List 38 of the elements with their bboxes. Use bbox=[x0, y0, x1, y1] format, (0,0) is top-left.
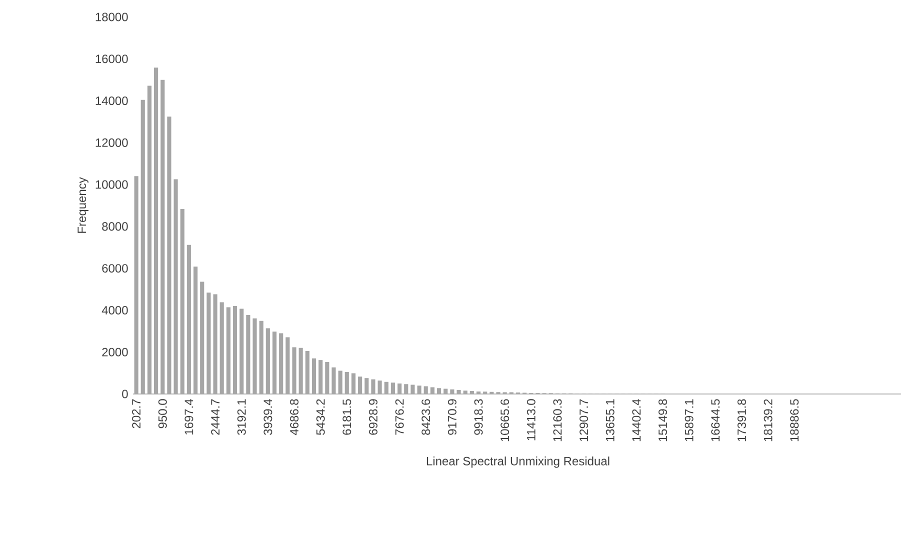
x-tick-label: 11413.0 bbox=[526, 399, 536, 440]
x-tick-label: 9918.3 bbox=[474, 399, 483, 435]
y-tick-label: 18000 bbox=[96, 12, 128, 22]
x-tick-label: 9170.9 bbox=[448, 399, 456, 435]
x-tick-label: 3192.1 bbox=[237, 399, 246, 435]
y-tick-label: 4000 bbox=[102, 306, 128, 314]
x-tick-label: 8423.6 bbox=[422, 399, 430, 435]
x-tick-label: 15149.8 bbox=[658, 399, 668, 442]
x-tick-label: 12160.3 bbox=[553, 399, 562, 442]
y-tick-label: 8000 bbox=[102, 222, 128, 231]
y-tick-label: 16000 bbox=[96, 54, 128, 64]
x-tick-label: 4686.8 bbox=[290, 399, 298, 436]
x-axis-title: Linear Spectral Unmixing Residual bbox=[426, 456, 610, 468]
x-tick-label: 950.0 bbox=[158, 399, 167, 428]
x-tick-label: 2444.7 bbox=[211, 399, 220, 435]
y-tick-label: 6000 bbox=[102, 264, 128, 273]
x-tick-label: 6181.5 bbox=[342, 399, 352, 435]
y-tick-label: 14000 bbox=[96, 96, 128, 106]
x-tick-label: 13655.1 bbox=[606, 399, 614, 442]
x-tick-label: 202.7 bbox=[132, 399, 141, 428]
x-tick-label: 17391.8 bbox=[738, 399, 746, 442]
y-tick-label: 2000 bbox=[102, 348, 128, 356]
x-tick-label: 10665.6 bbox=[500, 399, 510, 442]
x-tick-label: 18886.5 bbox=[790, 399, 799, 442]
x-tick-label: 12907.7 bbox=[580, 399, 588, 442]
y-tick-label: 12000 bbox=[96, 138, 128, 147]
x-tick-label: 15897.1 bbox=[684, 399, 694, 442]
x-tick-label: 6928.9 bbox=[368, 399, 378, 435]
x-tick-label: 18139.2 bbox=[764, 399, 772, 442]
x-tick-label: 5434.2 bbox=[316, 399, 325, 435]
x-tick-label: 14402.4 bbox=[632, 399, 641, 442]
x-tick-label: 7676.2 bbox=[395, 399, 404, 435]
y-tick-label: 10000 bbox=[96, 180, 128, 189]
y-tick-label: 0 bbox=[122, 390, 128, 398]
x-tick-label: 16644.5 bbox=[711, 399, 720, 442]
y-axis-title: Frequency bbox=[78, 177, 88, 233]
x-tick-label: 1697.4 bbox=[184, 399, 194, 434]
x-tick-label: 3939.4 bbox=[264, 399, 272, 435]
